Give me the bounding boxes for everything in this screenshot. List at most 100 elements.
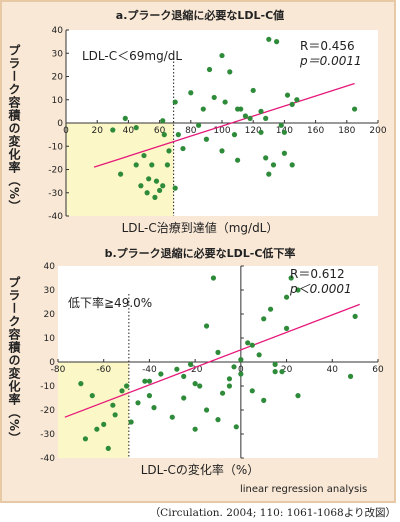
b-data-point: [174, 366, 180, 372]
a-data-point: [196, 122, 202, 128]
b-y-tick-label: -20: [40, 406, 55, 416]
b-data-point: [94, 426, 100, 432]
a-data-point: [203, 136, 209, 142]
a-x-tick-label: 200: [369, 126, 386, 136]
b-data-point: [203, 407, 210, 413]
b-y-tick-label: -40: [40, 454, 55, 464]
b-data-point: [135, 400, 141, 406]
a-data-point: [211, 94, 217, 101]
b-data-point: [261, 397, 267, 403]
a-data-point: [263, 155, 269, 161]
b-x-tick-label: 60: [372, 365, 384, 375]
b-data-point: [231, 364, 237, 370]
a-data-point: [258, 129, 264, 135]
a-y-tick-label: -20: [48, 166, 63, 176]
b-y-tick-label: -30: [40, 430, 55, 440]
a-y-tick-label: -30: [48, 189, 63, 199]
b-data-point: [238, 371, 244, 377]
b-x-tick-label: 0: [238, 365, 244, 375]
a-data-point: [270, 162, 277, 168]
chart-b: b.プラーク退縮に必要なLDL-C低下率 -80 -60 -40 -20 0 20 40 60…: [7, 246, 384, 495]
a-data-point: [206, 66, 213, 73]
b-x-tick-label: -80: [51, 365, 66, 375]
b-x-tick-label: -20: [188, 365, 203, 375]
a-data-point: [263, 115, 269, 121]
b-data-point: [233, 424, 239, 430]
chart-a-points: [110, 36, 358, 200]
a-data-point: [164, 162, 170, 168]
a-data-point: [141, 152, 147, 159]
b-data-point: [123, 383, 130, 389]
a-y-tick-label: 30: [52, 49, 64, 59]
b-data-point: [238, 357, 244, 363]
chart-b-points: [78, 275, 358, 451]
b-data-point: [256, 352, 262, 358]
b-data-point: [219, 390, 226, 396]
a-data-point: [172, 99, 178, 105]
chart-b-threshold-label: 低下率≧49.0%: [68, 295, 152, 310]
b-data-point: [197, 383, 203, 389]
b-data-point: [101, 421, 107, 427]
a-data-point: [352, 106, 358, 112]
chart-a-title: a.プラーク退縮に必要なLDL-C値: [116, 8, 284, 22]
a-y-tick-label: 10: [52, 96, 64, 106]
a-data-point: [289, 162, 295, 168]
b-data-point: [105, 445, 111, 451]
b-data-point: [283, 294, 290, 300]
chart-b-y-axis-label: プラーク容積の変化率（%）: [7, 276, 21, 445]
b-y-tick-label: -10: [40, 382, 55, 392]
b-data-point: [112, 412, 118, 418]
a-x-tick-label: 180: [338, 126, 355, 136]
b-data-point: [146, 378, 153, 384]
b-data-point: [119, 388, 125, 394]
b-data-point: [283, 325, 290, 331]
b-data-point: [181, 373, 187, 379]
chart-b-title: b.プラーク退縮に必要なLDL-C低下率: [105, 246, 296, 260]
a-data-point: [175, 132, 181, 138]
a-data-point: [144, 190, 150, 196]
a-data-point: [284, 92, 291, 98]
a-data-point: [122, 115, 128, 121]
b-x-tick-label: 20: [281, 365, 293, 375]
b-y-tick-label: 20: [44, 310, 56, 320]
a-data-point: [153, 178, 160, 184]
chart-b-ticks: -80 -60 -40 -20 0 20 40 60 40 30 20 10 0 -10 -20 -30 -40: [40, 262, 384, 464]
a-x-tick-label: 160: [307, 126, 324, 136]
b-y-tick-label: 10: [44, 334, 56, 344]
a-data-point: [250, 87, 256, 94]
b-data-point: [181, 395, 187, 401]
b-y-tick-label: 0: [49, 358, 55, 368]
b-data-point: [203, 323, 210, 329]
chart-b-x-axis-label: LDL-Cの変化率（%）: [141, 462, 260, 477]
b-data-point: [215, 417, 221, 423]
chart-a-y-axis-label: プラーク容積の変化率（%）: [7, 44, 21, 213]
a-data-point: [238, 106, 244, 112]
a-data-point: [188, 90, 194, 96]
chart-a-p-value: p＝0.0011: [299, 54, 362, 68]
chart-b-note: linear regression analysis: [240, 484, 367, 495]
b-data-point: [272, 369, 278, 375]
a-x-tick-label: 100: [213, 126, 230, 136]
b-data-point: [169, 414, 175, 420]
a-y-tick-label: 40: [52, 26, 64, 36]
b-data-point: [82, 436, 89, 442]
b-data-point: [245, 340, 251, 346]
b-data-point: [142, 378, 148, 384]
b-data-point: [279, 369, 285, 375]
chart-a-ticks: 020406080100120140160180200403020100-10-…: [48, 26, 387, 222]
a-data-point: [160, 183, 166, 189]
a-y-tick-label: -10: [48, 142, 63, 152]
a-data-point: [180, 145, 186, 152]
chart-b-p-value: p＜0.0001: [289, 282, 352, 296]
chart-a-regression-line: [93, 82, 355, 168]
b-data-point: [272, 361, 278, 367]
b-y-tick-label: 40: [44, 262, 56, 272]
a-data-point: [294, 97, 300, 103]
b-data-point: [249, 388, 255, 394]
a-data-point: [222, 99, 228, 105]
citation: （Circulation. 2004; 110: 1061-1068より改図）: [149, 507, 396, 519]
b-data-point: [249, 342, 255, 348]
b-data-point: [352, 313, 358, 319]
a-data-point: [110, 127, 116, 133]
